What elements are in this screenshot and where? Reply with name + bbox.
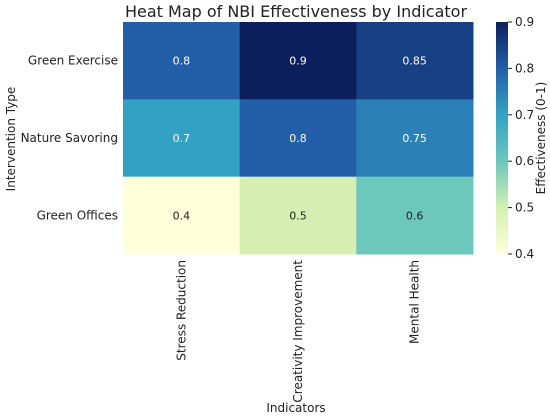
heatmap-cell <box>123 176 241 255</box>
heatmap-cell <box>123 22 241 100</box>
cell-value-label: 0.8 <box>173 55 191 68</box>
y-axis-label: Intervention Type <box>4 87 18 192</box>
heatmap-cell-labels: 0.8 0.9 0.85 0.7 0.8 0.75 0.4 0.5 0.6 <box>173 55 427 223</box>
heatmap-cell <box>356 22 474 100</box>
colorbar-tick-label: 0.5 <box>515 201 534 215</box>
colorbar <box>496 22 508 254</box>
x-tick-label: Mental Health <box>408 260 422 344</box>
cell-value-label: 0.75 <box>402 132 427 145</box>
x-tick-label: Stress Reduction <box>174 260 188 361</box>
heatmap-cells <box>123 22 474 255</box>
cell-value-label: 0.4 <box>173 209 191 222</box>
y-tick-label: Green Offices <box>37 208 118 222</box>
colorbar-tick-label: 0.4 <box>515 247 534 261</box>
heatmap-cell <box>239 99 357 178</box>
heatmap-cell <box>239 176 357 255</box>
heatmap-cell <box>356 176 474 255</box>
cell-value-label: 0.6 <box>406 209 424 222</box>
colorbar-ticks: 0.4 0.5 0.6 0.7 0.8 0.9 <box>508 15 534 261</box>
chart-title: Heat Map of NBI Effectiveness by Indicat… <box>125 2 468 21</box>
x-tick-label: Creativity Improvement <box>291 260 305 403</box>
x-tick-labels: Stress Reduction Creativity Improvement Me… <box>174 260 421 403</box>
colorbar-label: Effectiveness (0-1) <box>534 82 548 195</box>
y-tick-label: Green Exercise <box>28 54 118 68</box>
cell-value-label: 0.9 <box>289 55 307 68</box>
cell-value-label: 0.8 <box>289 132 307 145</box>
colorbar-tick-label: 0.9 <box>515 15 534 29</box>
y-tick-labels: Green Exercise Nature Savoring Green Offic… <box>21 54 118 223</box>
cell-value-label: 0.5 <box>289 209 307 222</box>
colorbar-tick-label: 0.7 <box>515 108 534 122</box>
colorbar-tick-label: 0.8 <box>515 61 534 75</box>
y-tick-label: Nature Savoring <box>21 131 118 145</box>
x-axis-label: Indicators <box>266 401 325 415</box>
heatmap-cell <box>123 99 241 178</box>
cell-value-label: 0.85 <box>402 55 427 68</box>
heatmap-cell <box>239 22 357 100</box>
colorbar-tick-label: 0.6 <box>515 154 534 168</box>
heatmap-cell <box>356 99 474 178</box>
cell-value-label: 0.7 <box>173 132 191 145</box>
